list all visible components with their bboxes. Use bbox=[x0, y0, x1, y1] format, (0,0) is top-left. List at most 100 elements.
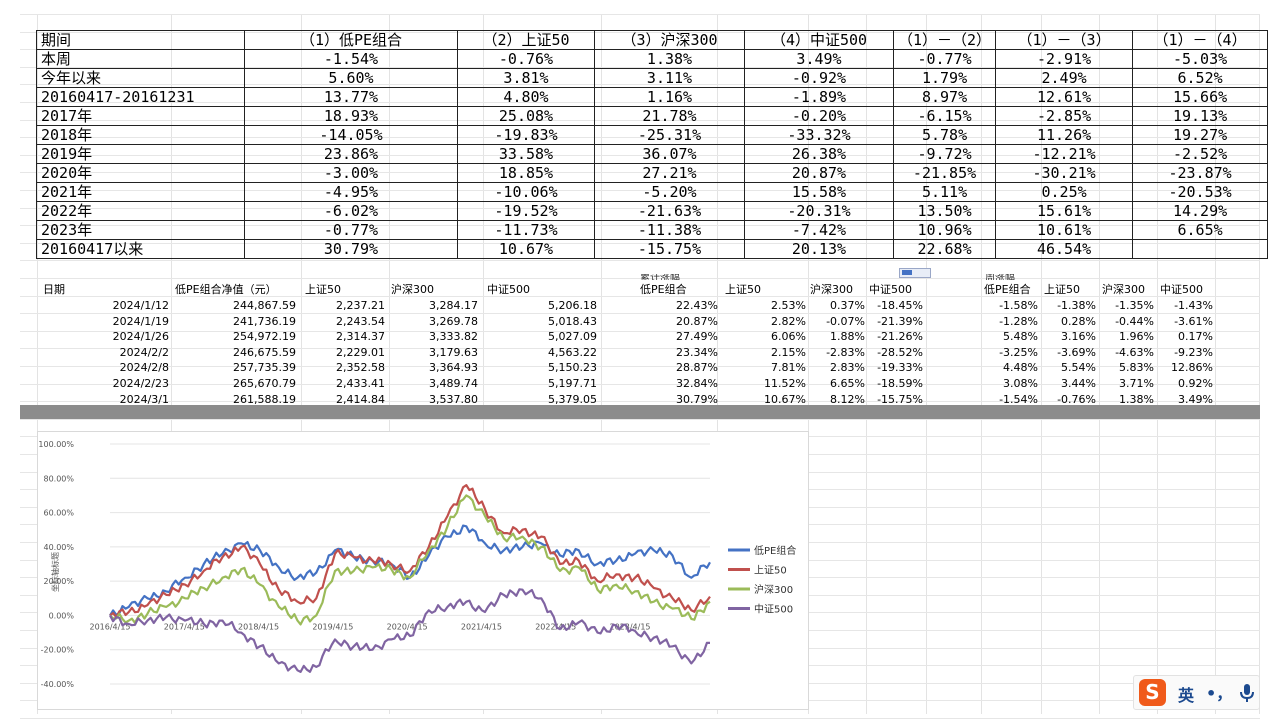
summary-value-cell[interactable]: 13.77% bbox=[244, 87, 458, 107]
cumulative-return-cell[interactable]: -19.33% bbox=[877, 361, 923, 375]
summary-value-cell[interactable]: 15.61% bbox=[995, 201, 1134, 221]
daily-header-cell[interactable]: 中证500 bbox=[487, 283, 530, 296]
weekly-return-cell[interactable]: -3.25% bbox=[999, 345, 1038, 359]
daily-zz500-cell[interactable]: 5,197.71 bbox=[548, 377, 597, 390]
daily-nav-cell[interactable]: 244,867.59 bbox=[233, 299, 296, 312]
summary-value-cell[interactable]: 1.38% bbox=[594, 49, 745, 69]
summary-value-cell[interactable]: -6.15% bbox=[892, 106, 997, 126]
weekly-return-cell[interactable]: 0.28% bbox=[1061, 314, 1096, 328]
daily-sz50-cell[interactable]: 2,433.41 bbox=[336, 377, 385, 390]
summary-value-cell[interactable]: 30.79% bbox=[244, 239, 458, 259]
autofill-options-icon[interactable] bbox=[899, 268, 931, 278]
daily-date-cell[interactable]: 2024/2/2 bbox=[119, 345, 169, 359]
cumulative-return-cell[interactable]: 32.84% bbox=[676, 377, 718, 390]
summary-value-cell[interactable]: 1.79% bbox=[892, 68, 997, 88]
summary-period-cell[interactable]: 20160417-20161231 bbox=[36, 87, 245, 107]
summary-value-cell[interactable]: 19.27% bbox=[1132, 125, 1269, 145]
summary-value-cell[interactable]: 8.97% bbox=[892, 87, 997, 107]
summary-period-cell[interactable]: 2019年 bbox=[36, 144, 245, 164]
summary-header-cell[interactable]: （1）－（2） bbox=[892, 30, 997, 50]
daily-header-cell[interactable]: 上证50 bbox=[305, 283, 341, 296]
weekly-return-cell[interactable]: -9.23% bbox=[1174, 345, 1213, 359]
weekly-header-cell[interactable]: 沪深300 bbox=[1102, 283, 1145, 296]
summary-value-cell[interactable]: -12.21% bbox=[995, 144, 1134, 164]
daily-hs300-cell[interactable]: 3,269.78 bbox=[429, 314, 478, 328]
summary-value-cell[interactable]: 27.21% bbox=[594, 163, 745, 183]
weekly-header-cell[interactable]: 低PE组合 bbox=[984, 283, 1031, 296]
summary-value-cell[interactable]: 19.13% bbox=[1132, 106, 1269, 126]
ime-toolbar[interactable]: S 英 •， bbox=[1133, 675, 1260, 710]
summary-value-cell[interactable]: 21.78% bbox=[594, 106, 745, 126]
cumulative-return-cell[interactable]: 2.82% bbox=[771, 314, 806, 328]
summary-value-cell[interactable]: -0.20% bbox=[744, 106, 894, 126]
daily-date-cell[interactable]: 2024/1/26 bbox=[112, 330, 169, 344]
summary-period-cell[interactable]: 今年以来 bbox=[36, 68, 245, 88]
daily-nav-cell[interactable]: 257,735.39 bbox=[233, 361, 296, 375]
daily-hs300-cell[interactable]: 3,284.17 bbox=[429, 299, 478, 312]
weekly-return-cell[interactable]: 0.92% bbox=[1178, 377, 1213, 390]
cumulative-return-cell[interactable]: 2.15% bbox=[771, 345, 806, 359]
microphone-icon[interactable] bbox=[1238, 683, 1256, 703]
summary-value-cell[interactable]: -30.21% bbox=[995, 163, 1134, 183]
summary-value-cell[interactable]: -2.85% bbox=[995, 106, 1134, 126]
summary-value-cell[interactable]: 0.25% bbox=[995, 182, 1134, 202]
summary-value-cell[interactable]: -10.06% bbox=[457, 182, 595, 202]
daily-sz50-cell[interactable]: 2,237.21 bbox=[336, 299, 385, 312]
weekly-return-cell[interactable]: -4.63% bbox=[1115, 345, 1154, 359]
cumulative-header-cell[interactable]: 沪深300 bbox=[810, 283, 853, 296]
daily-hs300-cell[interactable]: 3,333.82 bbox=[429, 330, 478, 344]
cumulative-header-cell[interactable]: 上证50 bbox=[725, 283, 761, 296]
summary-value-cell[interactable]: -5.20% bbox=[594, 182, 745, 202]
weekly-return-cell[interactable]: 3.08% bbox=[1003, 377, 1038, 390]
daily-zz500-cell[interactable]: 5,018.43 bbox=[548, 314, 597, 328]
cumulative-return-cell[interactable]: 30.79% bbox=[676, 392, 718, 406]
weekly-return-cell[interactable]: 5.54% bbox=[1061, 361, 1096, 375]
summary-period-cell[interactable]: 本周 bbox=[36, 49, 245, 69]
summary-value-cell[interactable]: 3.11% bbox=[594, 68, 745, 88]
summary-value-cell[interactable]: 3.81% bbox=[457, 68, 595, 88]
summary-value-cell[interactable]: 3.49% bbox=[744, 49, 894, 69]
summary-period-cell[interactable]: 2017年 bbox=[36, 106, 245, 126]
ime-language-toggle[interactable]: 英 bbox=[1178, 686, 1195, 705]
cumulative-header-cell[interactable]: 低PE组合 bbox=[640, 283, 687, 296]
cumulative-return-cell[interactable]: 2.53% bbox=[771, 299, 806, 312]
weekly-return-cell[interactable]: -1.35% bbox=[1115, 299, 1154, 312]
summary-value-cell[interactable]: -25.31% bbox=[594, 125, 745, 145]
weekly-return-cell[interactable]: 0.17% bbox=[1178, 330, 1213, 344]
summary-header-cell[interactable]: （3）沪深300 bbox=[594, 30, 745, 50]
summary-value-cell[interactable]: 25.08% bbox=[457, 106, 595, 126]
summary-value-cell[interactable]: 10.96% bbox=[892, 220, 997, 240]
cumulative-return-cell[interactable]: -18.59% bbox=[877, 377, 923, 390]
summary-value-cell[interactable]: 12.61% bbox=[995, 87, 1134, 107]
daily-sz50-cell[interactable]: 2,229.01 bbox=[336, 345, 385, 359]
cumulative-return-cell[interactable]: -15.75% bbox=[877, 392, 923, 406]
summary-value-cell[interactable] bbox=[1132, 239, 1269, 259]
summary-header-cell[interactable]: （4）中证500 bbox=[744, 30, 894, 50]
summary-period-cell[interactable]: 2020年 bbox=[36, 163, 245, 183]
weekly-return-cell[interactable]: -1.38% bbox=[1057, 299, 1096, 312]
summary-value-cell[interactable]: 5.11% bbox=[892, 182, 997, 202]
cumulative-return-cell[interactable]: 28.87% bbox=[676, 361, 718, 375]
weekly-return-cell[interactable]: 3.16% bbox=[1061, 330, 1096, 344]
summary-value-cell[interactable]: 15.66% bbox=[1132, 87, 1269, 107]
weekly-return-cell[interactable]: -1.58% bbox=[999, 299, 1038, 312]
summary-value-cell[interactable]: -14.05% bbox=[244, 125, 458, 145]
summary-value-cell[interactable]: 11.26% bbox=[995, 125, 1134, 145]
daily-date-cell[interactable]: 2024/1/19 bbox=[112, 314, 169, 328]
cumulative-return-cell[interactable]: 10.67% bbox=[764, 392, 806, 406]
summary-value-cell[interactable]: 4.80% bbox=[457, 87, 595, 107]
daily-sz50-cell[interactable]: 2,243.54 bbox=[336, 314, 385, 328]
summary-period-cell[interactable]: 2021年 bbox=[36, 182, 245, 202]
cumulative-return-cell[interactable]: 22.43% bbox=[676, 299, 718, 312]
summary-value-cell[interactable]: 20.87% bbox=[744, 163, 894, 183]
daily-sz50-cell[interactable]: 2,414.84 bbox=[336, 392, 385, 406]
daily-nav-cell[interactable]: 246,675.59 bbox=[233, 345, 296, 359]
weekly-return-cell[interactable]: 5.83% bbox=[1119, 361, 1154, 375]
weekly-return-cell[interactable]: -1.54% bbox=[999, 392, 1038, 406]
weekly-return-cell[interactable]: -0.44% bbox=[1115, 314, 1154, 328]
summary-value-cell[interactable]: -19.83% bbox=[457, 125, 595, 145]
weekly-return-cell[interactable]: -3.69% bbox=[1057, 345, 1096, 359]
weekly-return-cell[interactable]: 3.71% bbox=[1119, 377, 1154, 390]
daily-zz500-cell[interactable]: 4,563.22 bbox=[548, 345, 597, 359]
summary-value-cell[interactable]: -0.76% bbox=[457, 49, 595, 69]
